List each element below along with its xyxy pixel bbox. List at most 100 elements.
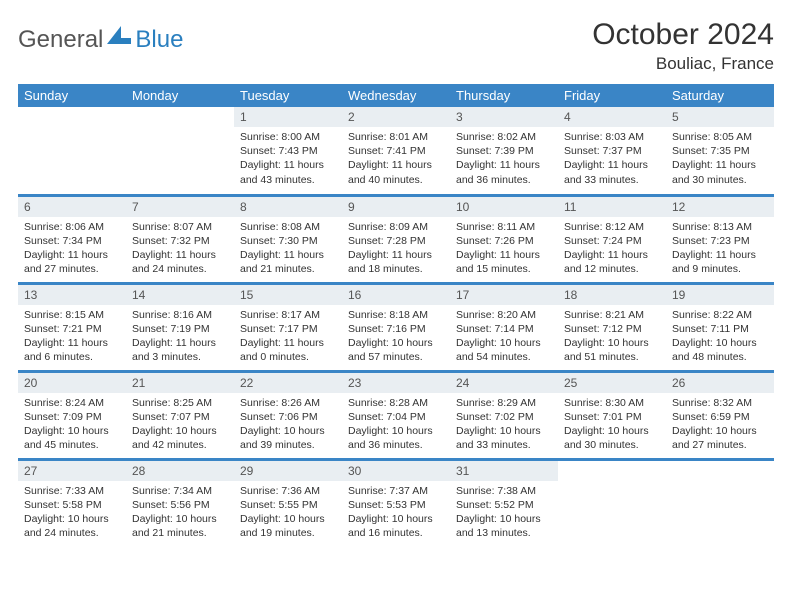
day-details: Sunrise: 8:00 AMSunset: 7:43 PMDaylight:… (234, 127, 342, 191)
day-number: 30 (342, 461, 450, 481)
weekday-header: Thursday (450, 84, 558, 107)
calendar-cell: 11Sunrise: 8:12 AMSunset: 7:24 PMDayligh… (558, 195, 666, 283)
day-details: Sunrise: 8:28 AMSunset: 7:04 PMDaylight:… (342, 393, 450, 457)
day-details: Sunrise: 8:15 AMSunset: 7:21 PMDaylight:… (18, 305, 126, 369)
day-details: Sunrise: 8:25 AMSunset: 7:07 PMDaylight:… (126, 393, 234, 457)
calendar-cell: 20Sunrise: 8:24 AMSunset: 7:09 PMDayligh… (18, 371, 126, 459)
day-number: 19 (666, 285, 774, 305)
day-number: 1 (234, 107, 342, 127)
day-number: 27 (18, 461, 126, 481)
day-details: Sunrise: 8:29 AMSunset: 7:02 PMDaylight:… (450, 393, 558, 457)
calendar-cell: 25Sunrise: 8:30 AMSunset: 7:01 PMDayligh… (558, 371, 666, 459)
day-number: 13 (18, 285, 126, 305)
day-number: 17 (450, 285, 558, 305)
title-block: October 2024 Bouliac, France (592, 18, 774, 74)
day-details: Sunrise: 8:30 AMSunset: 7:01 PMDaylight:… (558, 393, 666, 457)
calendar-cell: 12Sunrise: 8:13 AMSunset: 7:23 PMDayligh… (666, 195, 774, 283)
calendar-cell-empty (126, 107, 234, 195)
calendar-cell: 17Sunrise: 8:20 AMSunset: 7:14 PMDayligh… (450, 283, 558, 371)
day-details: Sunrise: 7:33 AMSunset: 5:58 PMDaylight:… (18, 481, 126, 545)
logo: General Blue (18, 18, 183, 54)
day-number: 9 (342, 197, 450, 217)
day-number: 18 (558, 285, 666, 305)
day-number: 21 (126, 373, 234, 393)
location: Bouliac, France (592, 54, 774, 74)
day-details: Sunrise: 8:22 AMSunset: 7:11 PMDaylight:… (666, 305, 774, 369)
calendar-cell: 23Sunrise: 8:28 AMSunset: 7:04 PMDayligh… (342, 371, 450, 459)
calendar-cell: 30Sunrise: 7:37 AMSunset: 5:53 PMDayligh… (342, 459, 450, 547)
day-number: 15 (234, 285, 342, 305)
calendar-cell: 5Sunrise: 8:05 AMSunset: 7:35 PMDaylight… (666, 107, 774, 195)
weekday-header: Wednesday (342, 84, 450, 107)
calendar-cell: 26Sunrise: 8:32 AMSunset: 6:59 PMDayligh… (666, 371, 774, 459)
calendar-cell: 8Sunrise: 8:08 AMSunset: 7:30 PMDaylight… (234, 195, 342, 283)
day-details: Sunrise: 8:17 AMSunset: 7:17 PMDaylight:… (234, 305, 342, 369)
weekday-header: Tuesday (234, 84, 342, 107)
day-details: Sunrise: 8:32 AMSunset: 6:59 PMDaylight:… (666, 393, 774, 457)
calendar-cell: 13Sunrise: 8:15 AMSunset: 7:21 PMDayligh… (18, 283, 126, 371)
day-number: 28 (126, 461, 234, 481)
day-number: 20 (18, 373, 126, 393)
calendar-table: SundayMondayTuesdayWednesdayThursdayFrid… (18, 84, 774, 547)
day-details: Sunrise: 8:08 AMSunset: 7:30 PMDaylight:… (234, 217, 342, 281)
calendar-cell: 9Sunrise: 8:09 AMSunset: 7:28 PMDaylight… (342, 195, 450, 283)
day-details: Sunrise: 8:09 AMSunset: 7:28 PMDaylight:… (342, 217, 450, 281)
day-details: Sunrise: 7:37 AMSunset: 5:53 PMDaylight:… (342, 481, 450, 545)
calendar-cell: 29Sunrise: 7:36 AMSunset: 5:55 PMDayligh… (234, 459, 342, 547)
day-number: 2 (342, 107, 450, 127)
day-details: Sunrise: 7:38 AMSunset: 5:52 PMDaylight:… (450, 481, 558, 545)
day-details: Sunrise: 8:24 AMSunset: 7:09 PMDaylight:… (18, 393, 126, 457)
calendar-cell-empty (558, 459, 666, 547)
day-number: 5 (666, 107, 774, 127)
calendar-cell-empty (18, 107, 126, 195)
calendar-cell: 14Sunrise: 8:16 AMSunset: 7:19 PMDayligh… (126, 283, 234, 371)
day-number: 8 (234, 197, 342, 217)
day-details: Sunrise: 8:01 AMSunset: 7:41 PMDaylight:… (342, 127, 450, 191)
day-number: 10 (450, 197, 558, 217)
day-number: 7 (126, 197, 234, 217)
calendar-cell: 28Sunrise: 7:34 AMSunset: 5:56 PMDayligh… (126, 459, 234, 547)
calendar-cell: 10Sunrise: 8:11 AMSunset: 7:26 PMDayligh… (450, 195, 558, 283)
day-number: 22 (234, 373, 342, 393)
calendar-cell: 15Sunrise: 8:17 AMSunset: 7:17 PMDayligh… (234, 283, 342, 371)
calendar-cell: 24Sunrise: 8:29 AMSunset: 7:02 PMDayligh… (450, 371, 558, 459)
day-number: 24 (450, 373, 558, 393)
calendar-cell: 27Sunrise: 7:33 AMSunset: 5:58 PMDayligh… (18, 459, 126, 547)
calendar-cell-empty (666, 459, 774, 547)
logo-text-blue: Blue (135, 26, 183, 54)
day-details: Sunrise: 8:20 AMSunset: 7:14 PMDaylight:… (450, 305, 558, 369)
day-number: 25 (558, 373, 666, 393)
calendar-cell: 19Sunrise: 8:22 AMSunset: 7:11 PMDayligh… (666, 283, 774, 371)
day-details: Sunrise: 8:05 AMSunset: 7:35 PMDaylight:… (666, 127, 774, 191)
day-details: Sunrise: 8:18 AMSunset: 7:16 PMDaylight:… (342, 305, 450, 369)
day-number: 16 (342, 285, 450, 305)
day-number: 23 (342, 373, 450, 393)
calendar-cell: 16Sunrise: 8:18 AMSunset: 7:16 PMDayligh… (342, 283, 450, 371)
day-number: 29 (234, 461, 342, 481)
day-details: Sunrise: 8:07 AMSunset: 7:32 PMDaylight:… (126, 217, 234, 281)
day-details: Sunrise: 8:12 AMSunset: 7:24 PMDaylight:… (558, 217, 666, 281)
month-title: October 2024 (592, 18, 774, 52)
calendar-cell: 31Sunrise: 7:38 AMSunset: 5:52 PMDayligh… (450, 459, 558, 547)
day-details: Sunrise: 8:02 AMSunset: 7:39 PMDaylight:… (450, 127, 558, 191)
calendar-cell: 2Sunrise: 8:01 AMSunset: 7:41 PMDaylight… (342, 107, 450, 195)
day-number: 26 (666, 373, 774, 393)
calendar-cell: 21Sunrise: 8:25 AMSunset: 7:07 PMDayligh… (126, 371, 234, 459)
day-details: Sunrise: 8:26 AMSunset: 7:06 PMDaylight:… (234, 393, 342, 457)
calendar-head: SundayMondayTuesdayWednesdayThursdayFrid… (18, 84, 774, 107)
day-details: Sunrise: 7:34 AMSunset: 5:56 PMDaylight:… (126, 481, 234, 545)
calendar-row: 20Sunrise: 8:24 AMSunset: 7:09 PMDayligh… (18, 371, 774, 459)
calendar-row: 13Sunrise: 8:15 AMSunset: 7:21 PMDayligh… (18, 283, 774, 371)
day-number: 4 (558, 107, 666, 127)
day-number: 14 (126, 285, 234, 305)
day-number: 12 (666, 197, 774, 217)
weekday-header: Saturday (666, 84, 774, 107)
calendar-row: 6Sunrise: 8:06 AMSunset: 7:34 PMDaylight… (18, 195, 774, 283)
day-details: Sunrise: 8:03 AMSunset: 7:37 PMDaylight:… (558, 127, 666, 191)
calendar-cell: 6Sunrise: 8:06 AMSunset: 7:34 PMDaylight… (18, 195, 126, 283)
logo-triangle-icon (107, 26, 131, 44)
day-details: Sunrise: 8:06 AMSunset: 7:34 PMDaylight:… (18, 217, 126, 281)
calendar-cell: 7Sunrise: 8:07 AMSunset: 7:32 PMDaylight… (126, 195, 234, 283)
calendar-cell: 1Sunrise: 8:00 AMSunset: 7:43 PMDaylight… (234, 107, 342, 195)
day-number: 11 (558, 197, 666, 217)
